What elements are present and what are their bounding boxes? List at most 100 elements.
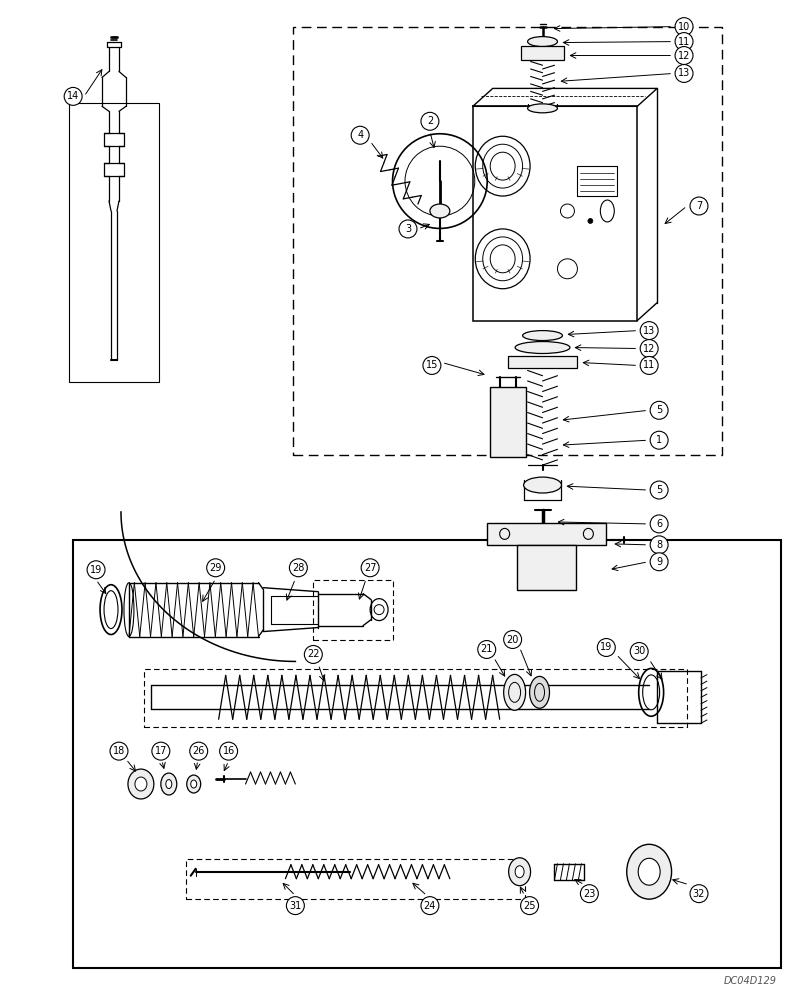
Circle shape xyxy=(207,559,225,577)
Text: 19: 19 xyxy=(90,565,102,575)
Text: 11: 11 xyxy=(677,37,689,47)
Circle shape xyxy=(689,885,707,903)
Text: 21: 21 xyxy=(480,644,492,654)
Ellipse shape xyxy=(191,780,196,788)
Circle shape xyxy=(650,431,667,449)
Circle shape xyxy=(650,481,667,499)
Text: 28: 28 xyxy=(292,563,304,573)
Text: 12: 12 xyxy=(642,344,654,354)
Bar xyxy=(144,669,686,727)
Text: 7: 7 xyxy=(695,201,702,211)
Text: 23: 23 xyxy=(582,889,594,899)
Circle shape xyxy=(87,561,105,579)
Bar xyxy=(516,545,576,590)
Ellipse shape xyxy=(161,773,177,795)
Circle shape xyxy=(477,641,495,658)
Ellipse shape xyxy=(165,780,172,789)
Text: 32: 32 xyxy=(692,889,704,899)
Text: 31: 31 xyxy=(289,901,301,911)
Text: 4: 4 xyxy=(357,130,363,140)
Circle shape xyxy=(520,897,538,915)
Circle shape xyxy=(580,885,598,903)
Ellipse shape xyxy=(187,775,200,793)
Circle shape xyxy=(639,322,658,340)
Text: 16: 16 xyxy=(222,746,234,756)
Circle shape xyxy=(629,643,647,660)
Bar xyxy=(69,103,159,382)
Circle shape xyxy=(286,897,304,915)
Ellipse shape xyxy=(529,676,549,708)
Text: 13: 13 xyxy=(642,326,654,336)
Ellipse shape xyxy=(522,331,562,341)
Circle shape xyxy=(689,197,707,215)
Circle shape xyxy=(674,18,692,36)
Text: 13: 13 xyxy=(677,68,689,78)
Bar xyxy=(313,580,393,640)
Text: 1: 1 xyxy=(655,435,662,445)
Text: 15: 15 xyxy=(425,360,438,370)
Bar xyxy=(486,523,606,545)
Text: 27: 27 xyxy=(363,563,376,573)
Text: 30: 30 xyxy=(633,646,645,656)
Text: 17: 17 xyxy=(154,746,167,756)
Circle shape xyxy=(674,47,692,64)
Text: 25: 25 xyxy=(522,901,535,911)
Text: 18: 18 xyxy=(113,746,125,756)
Ellipse shape xyxy=(503,674,525,710)
Circle shape xyxy=(64,87,82,105)
Text: 24: 24 xyxy=(423,901,436,911)
Text: 22: 22 xyxy=(307,649,320,659)
Circle shape xyxy=(650,553,667,571)
Text: 3: 3 xyxy=(405,224,410,234)
Text: 5: 5 xyxy=(655,405,662,415)
Ellipse shape xyxy=(514,342,569,354)
Circle shape xyxy=(350,126,369,144)
Text: 14: 14 xyxy=(67,91,79,101)
Text: 9: 9 xyxy=(655,557,662,567)
Circle shape xyxy=(219,742,238,760)
Bar xyxy=(507,356,577,368)
Text: 6: 6 xyxy=(655,519,662,529)
Circle shape xyxy=(361,559,379,577)
Bar xyxy=(73,540,779,968)
Circle shape xyxy=(423,356,440,374)
Ellipse shape xyxy=(135,777,147,791)
Bar xyxy=(520,46,564,60)
Circle shape xyxy=(639,340,658,357)
Circle shape xyxy=(674,33,692,51)
Ellipse shape xyxy=(637,858,659,885)
Circle shape xyxy=(420,112,439,130)
Bar xyxy=(472,106,637,321)
Text: 29: 29 xyxy=(209,563,221,573)
Ellipse shape xyxy=(128,769,153,799)
Ellipse shape xyxy=(514,866,523,878)
Circle shape xyxy=(587,218,592,223)
Bar xyxy=(186,859,524,899)
Text: 2: 2 xyxy=(427,116,432,126)
Circle shape xyxy=(398,220,417,238)
Circle shape xyxy=(304,646,322,663)
Text: 10: 10 xyxy=(677,22,689,32)
Bar xyxy=(293,27,721,455)
Text: 12: 12 xyxy=(677,51,689,61)
Circle shape xyxy=(152,742,169,760)
Ellipse shape xyxy=(527,37,557,47)
Text: DC04D129: DC04D129 xyxy=(723,976,776,986)
Circle shape xyxy=(650,515,667,533)
Ellipse shape xyxy=(508,858,530,886)
Text: 20: 20 xyxy=(506,635,518,645)
Ellipse shape xyxy=(429,204,449,218)
Circle shape xyxy=(674,64,692,82)
Text: 11: 11 xyxy=(642,360,654,370)
Circle shape xyxy=(109,742,128,760)
Circle shape xyxy=(420,897,439,915)
Circle shape xyxy=(503,631,521,648)
Text: 8: 8 xyxy=(655,540,662,550)
Circle shape xyxy=(650,536,667,554)
Bar xyxy=(489,387,525,457)
Circle shape xyxy=(650,401,667,419)
Ellipse shape xyxy=(626,844,671,899)
Text: 26: 26 xyxy=(192,746,204,756)
Circle shape xyxy=(289,559,307,577)
Circle shape xyxy=(639,356,658,374)
